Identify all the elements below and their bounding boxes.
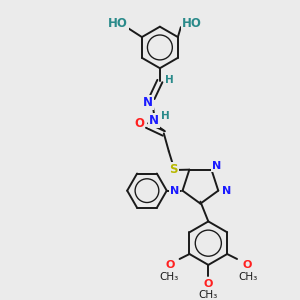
Text: O: O (204, 279, 213, 289)
Text: H: H (161, 111, 170, 121)
Text: N: N (149, 114, 159, 127)
Text: CH₃: CH₃ (238, 272, 257, 282)
Text: N: N (222, 186, 231, 196)
Text: S: S (169, 163, 178, 176)
Text: H: H (165, 75, 174, 85)
Text: N: N (143, 96, 153, 109)
Text: CH₃: CH₃ (159, 272, 178, 282)
Text: N: N (170, 186, 179, 196)
Text: O: O (134, 117, 144, 130)
Text: O: O (242, 260, 252, 270)
Text: N: N (212, 161, 221, 171)
Text: CH₃: CH₃ (199, 290, 218, 300)
Text: HO: HO (108, 17, 128, 30)
Text: O: O (165, 260, 174, 270)
Text: HO: HO (182, 17, 202, 30)
